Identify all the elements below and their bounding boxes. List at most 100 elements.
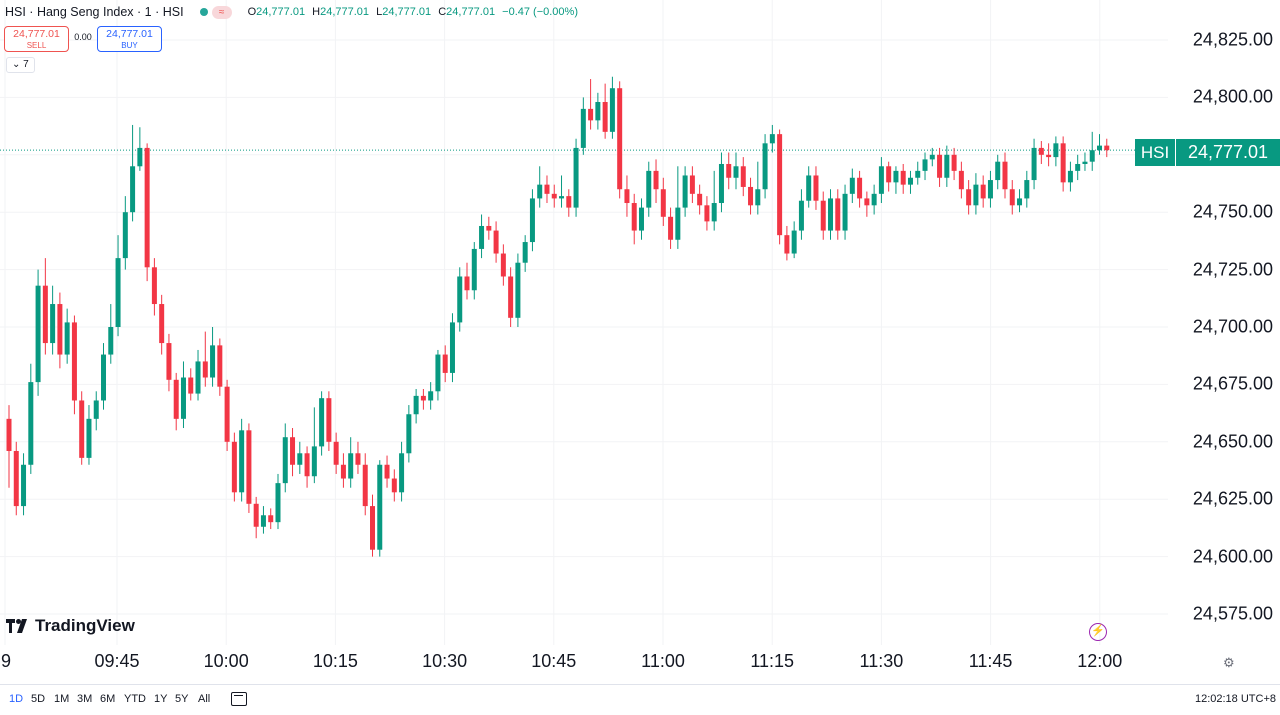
- tradingview-logo[interactable]: TradingView: [6, 616, 135, 636]
- price-axis-label: 24,600.00: [1192, 546, 1273, 567]
- candle-body: [842, 193, 848, 231]
- candle-body: [1002, 161, 1008, 190]
- price-axis-label: 24,575.00: [1192, 603, 1273, 624]
- candle-body: [6, 418, 12, 451]
- candle-body: [915, 170, 921, 178]
- data-status-pill[interactable]: ≈: [211, 5, 232, 19]
- candlestick-chart[interactable]: [0, 0, 1280, 684]
- last-price-tag: 24,777.01: [1176, 139, 1280, 166]
- candle-body: [980, 184, 986, 199]
- candle-body: [362, 464, 368, 507]
- price-axis-label: 24,825.00: [1192, 29, 1273, 50]
- candle-body: [675, 207, 681, 240]
- spread-value: 0.00: [74, 32, 92, 42]
- candle-body: [878, 166, 884, 194]
- candle-body: [464, 276, 470, 291]
- candle-body: [21, 464, 27, 507]
- sell-button[interactable]: 24,777.01 SELL: [4, 26, 69, 52]
- clock-timezone[interactable]: 12:02:18 UTC+8: [1194, 693, 1276, 705]
- candle-body: [907, 177, 913, 185]
- candle-body: [1017, 198, 1023, 206]
- candle-body: [588, 108, 594, 121]
- candle-body: [755, 189, 761, 206]
- time-axis-label: 09:45: [94, 651, 140, 671]
- time-axis-label: 11:45: [968, 651, 1013, 671]
- candle-body: [282, 437, 288, 484]
- candle-body: [486, 225, 492, 231]
- logo-text: TradingView: [35, 616, 135, 635]
- range-all-button[interactable]: All: [198, 693, 211, 705]
- time-axis-label: 9: [0, 651, 12, 671]
- price-axis-label: 24,800.00: [1192, 86, 1273, 107]
- candle-body: [188, 377, 194, 394]
- candle-body: [166, 343, 172, 380]
- candle-body: [762, 143, 768, 190]
- candle-body: [202, 361, 208, 378]
- candle-body: [1024, 180, 1030, 199]
- candle-body: [1053, 143, 1059, 158]
- candle-body: [1089, 150, 1095, 162]
- price-axis-label: 24,650.00: [1192, 431, 1273, 452]
- date-range-icon[interactable]: [231, 692, 247, 706]
- candle-body: [617, 88, 623, 190]
- candle-body: [115, 258, 121, 327]
- candle-body: [151, 267, 157, 305]
- range-1d-button[interactable]: 1D: [9, 693, 24, 705]
- range-ytd-button[interactable]: YTD: [124, 693, 146, 705]
- candle-body: [457, 276, 463, 323]
- settings-gear-icon[interactable]: ⚙: [1223, 655, 1235, 670]
- candle-body: [769, 134, 775, 144]
- sell-price: 24,777.01: [13, 28, 60, 40]
- buy-button[interactable]: 24,777.01 BUY: [97, 26, 162, 52]
- candle-body: [718, 163, 724, 204]
- candle-body: [668, 216, 674, 240]
- candle-body: [689, 175, 695, 194]
- time-axis-label: 10:45: [531, 651, 577, 671]
- lightning-icon[interactable]: ⚡: [1089, 623, 1107, 641]
- candle-body: [566, 196, 572, 208]
- candle-body: [813, 175, 819, 201]
- candle-body: [479, 225, 485, 249]
- range-6m-button[interactable]: 6M: [100, 693, 116, 705]
- candle-body: [406, 414, 412, 454]
- candle-body: [246, 430, 252, 504]
- range-1m-button[interactable]: 1M: [54, 693, 70, 705]
- candle-body: [13, 450, 19, 507]
- change-value: −0.47 (−0.00%): [502, 6, 578, 18]
- range-3m-button[interactable]: 3M: [77, 693, 93, 705]
- candle-body: [377, 464, 383, 550]
- range-5y-button[interactable]: 5Y: [175, 693, 189, 705]
- candle-body: [806, 175, 812, 201]
- candle-body: [900, 170, 906, 185]
- candle-body: [420, 395, 426, 401]
- candle-body: [210, 345, 216, 378]
- candle-body: [784, 235, 790, 254]
- candle-body: [108, 327, 114, 355]
- candle-body: [515, 262, 521, 318]
- close-value: 24,777.01: [446, 6, 496, 18]
- time-axis-label: 10:00: [203, 651, 249, 671]
- candle-body: [1082, 161, 1088, 164]
- candle-body: [748, 186, 754, 206]
- time-axis-label: 12:00: [1077, 651, 1123, 671]
- candle-body: [922, 159, 928, 171]
- candle-body: [1009, 189, 1015, 206]
- candle-body: [638, 207, 644, 231]
- candle-body: [1031, 147, 1037, 181]
- indicators-toggle-button[interactable]: ⌄ 7: [6, 57, 35, 73]
- candle-body: [101, 354, 107, 401]
- candle-body: [580, 108, 586, 148]
- candle-body: [828, 198, 834, 231]
- candle-body: [224, 386, 230, 442]
- candle-body: [704, 205, 710, 222]
- range-1y-button[interactable]: 1Y: [154, 693, 168, 705]
- market-open-dot: [199, 8, 208, 16]
- range-5d-button[interactable]: 5D: [31, 693, 46, 705]
- candle-body: [449, 322, 455, 373]
- candle-body: [711, 203, 717, 222]
- candle-body: [653, 170, 659, 190]
- symbol-title[interactable]: HSI · Hang Seng Index · 1 · HSI: [5, 5, 184, 19]
- chevron-down-icon: ⌄: [12, 59, 21, 70]
- candle-body: [64, 322, 70, 355]
- candle-body: [1097, 145, 1102, 151]
